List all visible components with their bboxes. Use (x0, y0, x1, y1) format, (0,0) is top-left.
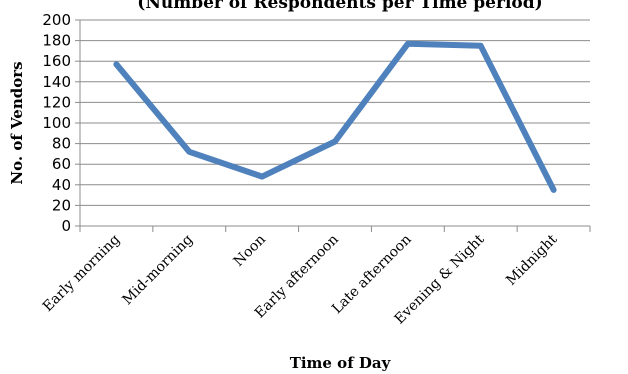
y-tick-label: 180 (42, 32, 71, 50)
y-tick-label: 100 (42, 114, 71, 132)
y-tick-label: 80 (52, 135, 71, 153)
x-tick-label: Noon (231, 232, 269, 270)
x-tick-label: Midnight (503, 231, 560, 288)
series-lines (113, 40, 557, 193)
gridlines (80, 19, 590, 206)
y-tick-labels: 0 20 40 60 80 100 120 140 160 180 200 (42, 11, 71, 235)
y-tick-label: 40 (52, 176, 71, 194)
y-tick-label: 20 (52, 196, 71, 214)
x-tick-label: Mid-morning (119, 231, 196, 308)
y-axis-title: No. of Vendors (8, 61, 26, 184)
x-tick-label: Late afternoon (329, 232, 415, 318)
y-tick-label: 0 (61, 217, 71, 235)
axes (75, 19, 591, 232)
y-tick-label: 60 (52, 155, 71, 173)
y-tick-label: 160 (42, 52, 71, 70)
x-axis-title: Time of Day (290, 354, 392, 372)
y-tick-label: 140 (42, 73, 71, 91)
chart-title: (Number of Respondents per Time period) (137, 0, 542, 13)
series-line (113, 40, 557, 193)
y-tick-label: 200 (42, 11, 71, 29)
x-tick-label: Early morning (40, 231, 123, 314)
y-tick-label: 120 (42, 93, 71, 111)
